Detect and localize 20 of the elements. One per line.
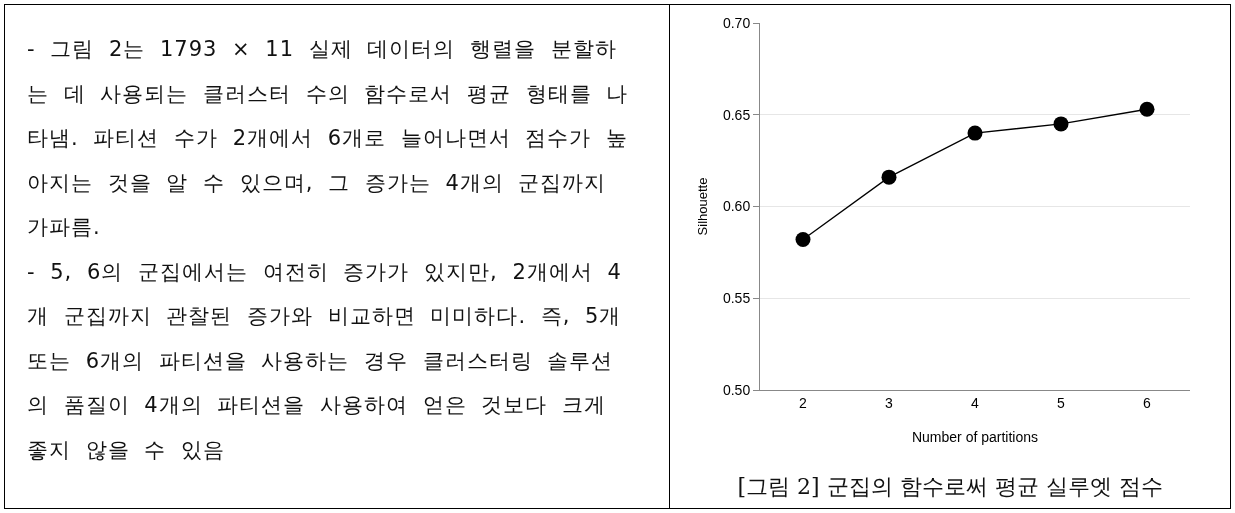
y-tick-label: 0.65 xyxy=(722,106,751,123)
point xyxy=(1053,116,1069,132)
x-tick-label: 5 xyxy=(1057,394,1066,411)
x-tick-label: 2 xyxy=(799,394,808,411)
point xyxy=(795,232,811,248)
point xyxy=(881,169,897,185)
text: - 그림 2는 1793 × 11 실제 데이터의 행렬을 분할하는 데 사용되는 클러스터 수의 함수로서 평균 형태를 나타냄. 파티션 수가 2개에서 6개로 늘어나면서 점수가 높아지는 것을 알 수 있으며, 그 증가는 4개의 군집까지 가파름. xyxy=(27,36,629,241)
x-axis-title: Number of partitions xyxy=(911,429,1039,445)
x-tick-label: 4 xyxy=(971,394,980,411)
y-tick-label: 0.50 xyxy=(722,381,751,398)
point xyxy=(967,125,983,141)
y-tick-label: 0.60 xyxy=(722,198,751,215)
text: - 5, 6의 군집에서는 여전히 증가가 있지만, 2개에서 4개 군집까지 관찰된 증가와 비교하면 미미하다. 즉, 5개 또는 6개의 파티션을 사용하는 경우 클러스터링 솔루션의 품질이 4개의 파티션을 사용하여 얻은 것보다 크게 좋지 않을 수 있음 xyxy=(27,258,623,464)
x-tick-label: 3 xyxy=(885,394,894,411)
y-axis-title: Silhouette xyxy=(694,177,710,236)
point xyxy=(1139,101,1155,117)
y-tick-label: 0.70 xyxy=(722,14,751,31)
text: [그림 2] 군집의 함수로써 평균 실루엣 점수 xyxy=(736,473,1164,501)
x-tick-label: 6 xyxy=(1143,394,1152,411)
y-tick-label: 0.55 xyxy=(722,290,751,307)
